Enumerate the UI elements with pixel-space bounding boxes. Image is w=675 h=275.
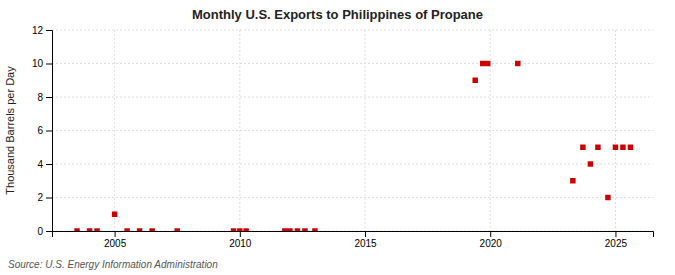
x-tick-mark	[490, 231, 491, 237]
y-tick: 10	[32, 58, 52, 69]
point	[595, 145, 600, 150]
y-tick-label: 6	[37, 125, 43, 136]
y-tick: 2	[37, 192, 52, 203]
point	[87, 228, 92, 231]
point	[605, 195, 610, 200]
point	[112, 212, 117, 217]
point	[312, 228, 317, 231]
point	[302, 228, 307, 231]
x-axis: 2005 2010 2015 2020 2025	[53, 231, 654, 249]
grid-line	[52, 130, 653, 131]
y-tick: 6	[37, 125, 52, 136]
y-tick-label: 0	[37, 226, 43, 237]
title: Monthly U.S. Exports to Philippines of P…	[192, 7, 483, 22]
point	[628, 145, 633, 150]
y-tick-label: 10	[32, 58, 44, 69]
y-tick: 12	[32, 25, 52, 36]
x-axis-line	[53, 232, 654, 238]
x-tick-mark	[615, 231, 616, 237]
x-tick-mark	[115, 231, 116, 237]
y-axis-line	[46, 31, 53, 232]
x-tick-label: 2020	[480, 238, 503, 249]
point	[580, 145, 585, 150]
x-tick: 2010	[229, 231, 252, 249]
point	[613, 145, 618, 150]
y-tick-mark	[46, 164, 52, 165]
plot-area: 2005 2010 2015 2020 2025 0 2 4 6 8 10 12	[32, 25, 654, 249]
source: Source: U.S. Energy Information Administ…	[8, 259, 218, 270]
point	[124, 228, 129, 231]
grid-line	[365, 30, 366, 231]
x-tick-mark	[365, 231, 366, 237]
y-tick-label: 12	[32, 25, 44, 36]
point	[231, 228, 236, 231]
grid-line	[52, 63, 653, 64]
y-tick: 4	[37, 159, 52, 170]
y-tick: 8	[37, 92, 52, 103]
x-tick: 2005	[104, 231, 127, 249]
y-tick-label: 8	[37, 92, 43, 103]
point	[74, 228, 79, 231]
y-tick-label: 4	[37, 159, 43, 170]
x-tick-label: 2010	[229, 238, 252, 249]
x-tick-mark	[240, 231, 241, 237]
point	[588, 161, 593, 166]
x-tick-label: 2005	[104, 238, 127, 249]
point	[287, 228, 292, 231]
point	[480, 61, 485, 66]
point	[472, 78, 477, 83]
point	[243, 228, 248, 231]
point	[149, 228, 154, 231]
x-tick-label: 2015	[354, 238, 377, 249]
y-tick: 0	[37, 226, 52, 237]
grid-line	[239, 30, 240, 231]
point	[515, 61, 520, 66]
point	[237, 228, 242, 231]
points	[74, 61, 633, 231]
y-axis-title: Thousand Barrels per Day	[4, 66, 16, 195]
point	[485, 61, 490, 66]
y-tick-mark	[46, 131, 52, 132]
y-tick-mark	[46, 64, 52, 65]
chart: 2005 2010 2015 2020 2025 0 2 4 6 8 10 12 Monthly U.S…	[0, 0, 675, 275]
point	[295, 228, 300, 231]
x-tick-label: 2025	[605, 238, 628, 249]
y-tick-label: 2	[37, 192, 43, 203]
x-tick: 2025	[605, 231, 628, 249]
grid-line	[52, 30, 653, 31]
x-tick: 2020	[480, 231, 503, 249]
grid-line	[52, 197, 653, 198]
point	[174, 228, 179, 231]
y-axis: 0 2 4 6 8 10 12	[32, 25, 53, 237]
y-tick-mark	[46, 97, 52, 98]
grid-line	[114, 30, 115, 231]
grid-line	[615, 30, 616, 231]
y-tick-mark	[46, 198, 52, 199]
grid-line	[52, 97, 653, 98]
point	[620, 145, 625, 150]
point	[137, 228, 142, 231]
grid-line	[52, 164, 653, 165]
y-tick-mark	[46, 30, 52, 31]
grid-line	[490, 30, 491, 231]
x-tick: 2015	[354, 231, 377, 249]
grid	[52, 30, 653, 231]
point	[570, 178, 575, 183]
y-tick-mark	[46, 231, 52, 232]
point	[282, 228, 287, 231]
point	[94, 228, 99, 231]
